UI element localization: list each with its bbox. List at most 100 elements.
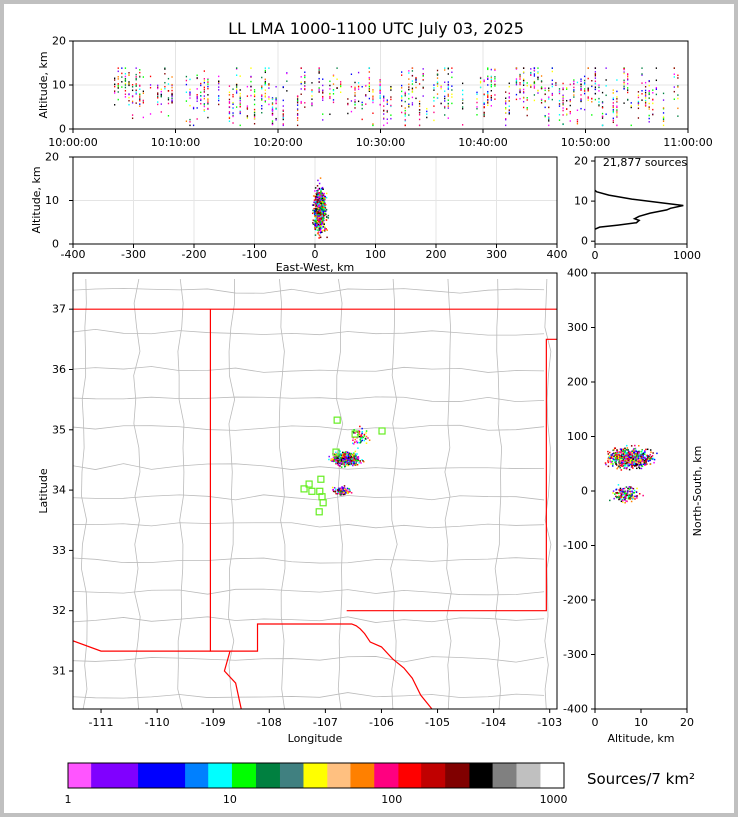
source-point: [322, 119, 324, 121]
source-point: [555, 84, 557, 87]
source-point: [451, 89, 453, 91]
source-point: [537, 78, 539, 81]
source-point: [638, 460, 641, 463]
source-point: [239, 105, 241, 108]
source-point: [562, 95, 564, 98]
source-point: [218, 86, 220, 88]
source-point: [652, 102, 654, 105]
source-point: [320, 191, 323, 194]
source-point: [609, 458, 611, 461]
source-point: [271, 120, 274, 122]
source-point: [630, 106, 632, 109]
source-point: [505, 124, 507, 127]
source-point: [340, 453, 343, 455]
source-point: [629, 452, 632, 455]
source-point: [639, 460, 642, 463]
source-point: [386, 110, 388, 113]
source-point: [321, 214, 323, 217]
source-point: [379, 83, 381, 86]
source-point: [354, 438, 357, 441]
source-point: [361, 101, 363, 104]
source-point: [623, 491, 625, 493]
source-point: [635, 461, 638, 463]
source-point: [319, 194, 321, 196]
source-point: [324, 210, 327, 213]
source-point: [408, 86, 410, 88]
source-point: [353, 454, 356, 457]
source-point: [447, 99, 449, 101]
source-point: [444, 69, 446, 71]
source-point: [540, 102, 543, 104]
source-point: [336, 460, 338, 462]
source-point: [447, 73, 449, 75]
source-point: [620, 464, 623, 466]
source-point: [630, 495, 632, 497]
source-point: [519, 90, 521, 93]
source-point: [628, 468, 631, 471]
source-point: [343, 463, 345, 466]
source-point: [620, 469, 623, 471]
source-point: [304, 71, 306, 73]
ew-xlabel: East-West, km: [276, 261, 354, 274]
source-point: [583, 108, 586, 111]
county-line: [73, 463, 545, 470]
source-point: [508, 82, 510, 85]
source-point: [626, 447, 629, 449]
y-tick-label: 200: [567, 376, 588, 389]
source-point: [142, 90, 144, 93]
source-point: [365, 84, 367, 87]
source-point: [164, 81, 166, 84]
altitude-histogram-line: [594, 189, 684, 230]
source-point: [627, 497, 630, 500]
source-point: [350, 73, 353, 76]
source-point: [677, 85, 679, 87]
source-point: [447, 93, 449, 96]
source-point: [250, 94, 252, 97]
source-point: [349, 453, 352, 455]
source-point: [332, 489, 334, 491]
source-point: [613, 449, 615, 451]
source-point: [623, 462, 625, 465]
source-point: [673, 90, 675, 93]
source-point: [318, 91, 320, 93]
source-point: [630, 451, 632, 453]
source-point: [304, 82, 306, 85]
source-point: [207, 103, 209, 105]
source-point: [312, 219, 315, 222]
source-point: [128, 96, 130, 99]
source-point: [645, 459, 648, 462]
source-point: [623, 79, 625, 82]
source-point: [451, 102, 453, 105]
source-point: [544, 106, 546, 109]
source-point: [128, 93, 130, 96]
source-point: [630, 497, 632, 499]
source-point: [353, 460, 355, 462]
source-point: [350, 492, 353, 494]
source-point: [239, 97, 241, 100]
source-point: [235, 67, 238, 69]
source-point: [314, 190, 316, 192]
source-point: [339, 458, 341, 460]
source-point: [618, 489, 620, 491]
source-point: [321, 231, 323, 234]
source-point: [296, 99, 299, 102]
source-point: [361, 459, 363, 461]
source-point: [444, 95, 446, 98]
source-point: [640, 452, 643, 455]
source-point: [340, 489, 342, 491]
source-point: [325, 203, 327, 206]
source-point: [614, 493, 616, 495]
source-point: [624, 456, 627, 459]
source-point: [268, 98, 270, 100]
x-tick-label: 10: [634, 716, 648, 729]
source-point: [345, 458, 347, 460]
source-point: [637, 104, 640, 106]
source-point: [317, 215, 319, 217]
source-point: [649, 457, 651, 459]
source-point: [319, 212, 321, 214]
source-point: [338, 463, 340, 465]
source-point: [637, 457, 640, 459]
source-point: [286, 90, 288, 92]
source-point: [319, 222, 322, 224]
